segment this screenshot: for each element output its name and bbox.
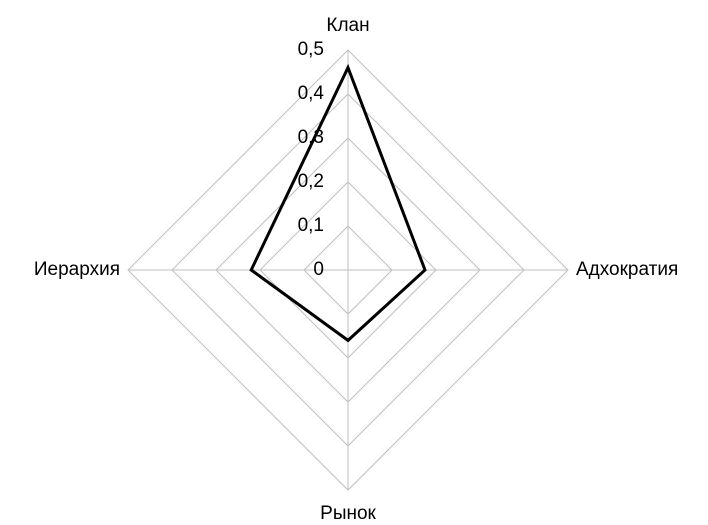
tick-label: 0,2 <box>298 171 324 192</box>
tick-label: 0,5 <box>298 39 324 60</box>
category-label: Адхократия <box>576 259 678 280</box>
category-label: Рынок <box>320 503 376 524</box>
tick-label: 0 <box>313 259 324 280</box>
tick-label: 0,4 <box>298 83 325 104</box>
category-label: Иерархия <box>34 259 120 280</box>
data-line <box>249 63 427 343</box>
tick-label: 0,1 <box>298 215 324 236</box>
category-label: Клан <box>326 15 369 36</box>
